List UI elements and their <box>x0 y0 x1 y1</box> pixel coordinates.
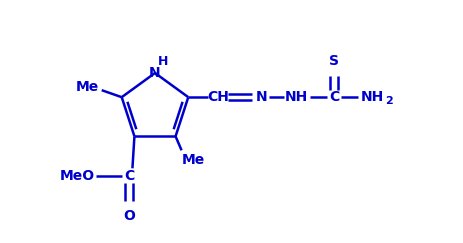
Text: MeO: MeO <box>60 169 95 183</box>
Text: N: N <box>149 66 161 80</box>
Text: NH: NH <box>285 90 308 104</box>
Text: C: C <box>124 169 135 183</box>
Text: 2: 2 <box>385 96 393 106</box>
Text: C: C <box>329 90 339 104</box>
Text: CH: CH <box>207 90 229 104</box>
Text: NH: NH <box>361 90 384 104</box>
Text: O: O <box>124 209 135 223</box>
Text: S: S <box>329 54 339 68</box>
Text: H: H <box>158 54 168 68</box>
Text: Me: Me <box>182 153 205 167</box>
Text: N: N <box>256 90 267 104</box>
Text: Me: Me <box>76 80 100 94</box>
